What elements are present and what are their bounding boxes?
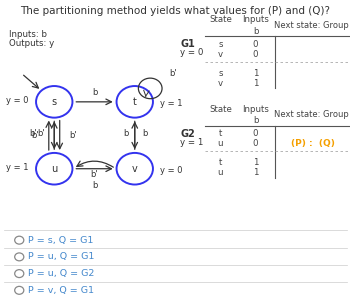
Text: b: b xyxy=(92,88,97,97)
Text: v: v xyxy=(218,50,223,59)
Text: s: s xyxy=(218,40,223,49)
Text: b': b' xyxy=(169,69,177,78)
Text: u: u xyxy=(218,168,223,178)
Text: P = u, Q = G1: P = u, Q = G1 xyxy=(28,252,94,261)
Text: s: s xyxy=(218,69,223,78)
Text: u: u xyxy=(218,139,223,148)
Text: b': b' xyxy=(29,129,37,138)
Text: G2: G2 xyxy=(180,129,195,139)
Text: 1: 1 xyxy=(253,168,258,178)
Text: Inputs: Inputs xyxy=(242,105,269,114)
Text: P = s, Q = G1: P = s, Q = G1 xyxy=(28,236,93,245)
Text: Next state: Group: Next state: Group xyxy=(274,110,349,119)
Text: y = 0: y = 0 xyxy=(6,96,29,105)
Text: v: v xyxy=(132,164,138,174)
Text: Inputs: b: Inputs: b xyxy=(9,30,47,40)
Text: u: u xyxy=(51,164,57,174)
Text: b: b xyxy=(142,129,148,138)
Text: t: t xyxy=(219,129,222,138)
Text: The partitioning method yields what values for (P) and (Q)?: The partitioning method yields what valu… xyxy=(20,6,330,16)
Text: y = 1: y = 1 xyxy=(6,163,29,172)
Text: Outputs: y: Outputs: y xyxy=(9,39,54,48)
Text: G1: G1 xyxy=(180,39,195,49)
Text: (P) :  (Q): (P) : (Q) xyxy=(291,139,335,148)
Text: t: t xyxy=(133,97,137,107)
Text: P = u, Q = G2: P = u, Q = G2 xyxy=(28,269,94,278)
Text: s: s xyxy=(52,97,57,107)
Text: 1: 1 xyxy=(253,69,258,78)
Text: y = 1: y = 1 xyxy=(160,99,183,108)
Text: 0: 0 xyxy=(253,40,258,49)
Text: b: b xyxy=(253,116,258,126)
Text: 0: 0 xyxy=(253,50,258,59)
Text: b: b xyxy=(253,27,258,36)
Text: P = v, Q = G1: P = v, Q = G1 xyxy=(28,286,94,295)
Text: 0: 0 xyxy=(253,129,258,138)
Text: t: t xyxy=(219,158,222,168)
Text: b': b' xyxy=(37,129,45,138)
Text: Inputs: Inputs xyxy=(242,15,269,24)
Text: State: State xyxy=(209,105,232,114)
Text: b': b' xyxy=(70,131,77,140)
Text: b: b xyxy=(92,181,97,190)
Text: y = 1: y = 1 xyxy=(180,138,204,147)
Text: 1: 1 xyxy=(253,158,258,168)
Text: y = 0: y = 0 xyxy=(160,166,183,175)
Text: v: v xyxy=(218,79,223,88)
Text: b': b' xyxy=(91,170,98,179)
Text: b': b' xyxy=(31,131,39,140)
Text: State: State xyxy=(209,15,232,24)
Text: y = 0: y = 0 xyxy=(180,48,204,57)
Text: b: b xyxy=(123,129,129,138)
Text: 0: 0 xyxy=(253,139,258,148)
Text: Next state: Group: Next state: Group xyxy=(274,21,349,30)
Text: 1: 1 xyxy=(253,79,258,88)
